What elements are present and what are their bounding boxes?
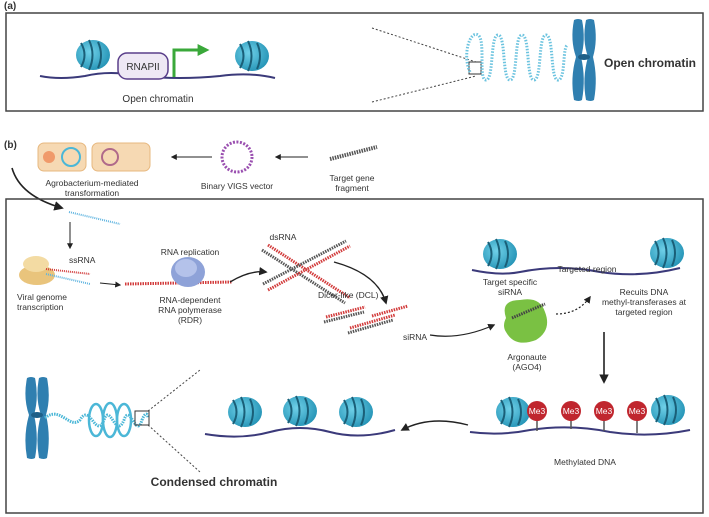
nucleosome-icon	[227, 396, 263, 428]
condensed-chromatin-label: Condensed chromatin	[151, 475, 278, 489]
sirna-fragment	[347, 318, 394, 335]
condensed-dna-line	[204, 427, 396, 438]
target-specific-label-2: siRNA	[498, 287, 522, 297]
target-gene-label-2: fragment	[335, 183, 369, 193]
dsrna-strand	[262, 239, 347, 286]
arrow	[555, 295, 591, 315]
nucleosome-icon	[234, 40, 270, 72]
binary-vector-icon	[220, 140, 254, 174]
ssrna-strand	[45, 268, 91, 275]
zoom-box	[468, 61, 482, 75]
transcription-arrow	[172, 44, 210, 77]
condensed-chromatin-fiber	[44, 412, 150, 428]
zoom-line	[371, 75, 477, 103]
arrow	[11, 167, 64, 211]
rdr-label-2: RNA polymerase	[158, 305, 222, 315]
me3-mark: Me3	[527, 401, 547, 431]
agro-cell-vector	[61, 147, 81, 167]
rdr-enzyme-icon	[175, 259, 197, 277]
agro-cell	[91, 142, 151, 172]
dicer-label: Dicer-like (DCL)	[318, 290, 379, 300]
svg-text:Me3: Me3	[629, 406, 646, 416]
arrow	[99, 281, 122, 288]
me3-mark: Me3	[627, 401, 647, 433]
nucleosome-icon	[649, 237, 685, 269]
sirna-label: siRNA	[403, 332, 427, 342]
zoom-line	[147, 369, 201, 412]
arrow	[400, 420, 469, 431]
targeted-region-label: Targeted region	[557, 264, 616, 274]
svg-text:Me3: Me3	[596, 406, 613, 416]
argonaute-sirna	[511, 302, 546, 320]
sirna-fragment	[323, 310, 365, 324]
nucleosome-icon	[282, 395, 318, 427]
ribosome-icon	[23, 256, 49, 272]
zoom-line	[147, 424, 201, 473]
agro-label: Agrobacterium-mediated	[45, 178, 138, 188]
recruits-label-2: methyl-transferases at	[602, 297, 687, 307]
ssrna-label: ssRNA	[69, 255, 96, 265]
rdr-label: RNA-dependent	[160, 295, 222, 305]
panel-b-frame	[5, 198, 704, 514]
nucleosome-icon	[650, 394, 686, 426]
methylated-dna-label: Methylated DNA	[554, 457, 616, 467]
agro-cell-nucleus	[43, 151, 55, 163]
condensed-coil	[87, 402, 105, 438]
binary-vector-label: Binary VIGS vector	[201, 181, 273, 191]
rnapii-label: RNAPII	[126, 62, 159, 73]
loose-chromatin-fiber	[465, 32, 570, 82]
dsrna-strand	[261, 248, 346, 305]
condensed-coil	[115, 402, 133, 438]
argonaute-label-2: (AGO4)	[512, 362, 541, 372]
nucleosome-icon	[482, 238, 518, 270]
me3-mark: Me3	[561, 401, 581, 429]
nucleosome-icon	[75, 39, 111, 71]
sirna-fragment	[371, 304, 409, 318]
me3-mark: Me3	[594, 401, 614, 431]
agro-cell-vector	[101, 148, 119, 166]
methylated-dna-line	[469, 426, 691, 436]
zoom-line	[371, 27, 477, 63]
rna-replication-label: RNA replication	[161, 247, 220, 257]
svg-text:Me3: Me3	[563, 406, 580, 416]
dsrna-strand	[267, 243, 351, 300]
targeted-region-dna	[471, 267, 681, 276]
svg-text:Me3: Me3	[529, 406, 546, 416]
sirna-fragment	[349, 313, 396, 330]
nucleosome-icon	[338, 396, 374, 428]
zoom-box	[134, 410, 150, 426]
rdr-label-3: (RDR)	[178, 315, 202, 325]
sirna-fragment	[325, 305, 366, 319]
rnapii-box	[117, 52, 169, 80]
dsrna-label: dsRNA	[270, 232, 297, 242]
agro-label-2: transformation	[65, 188, 120, 198]
target-gene-label: Target gene	[330, 173, 375, 183]
chromosome-icon	[572, 19, 596, 101]
argonaute-label: Argonaute	[507, 352, 546, 362]
arrow	[429, 324, 496, 337]
target-specific-label: Target specific	[483, 277, 538, 287]
nucleosome-icon	[495, 396, 531, 428]
viral-label-2: transcription	[17, 302, 64, 312]
recruits-label: Recuits DNA	[620, 287, 669, 297]
ssrna-strand	[45, 273, 91, 285]
panel-b-tag: (b)	[4, 140, 17, 151]
open-chromatin-title: Open chromatin	[604, 56, 696, 70]
panel-a-frame	[5, 12, 704, 112]
argonaute-icon	[504, 299, 548, 343]
viral-rna-strand	[68, 211, 121, 225]
panel-a-tag: (a)	[4, 1, 16, 12]
dsrna-strand	[267, 244, 351, 292]
arrow	[229, 267, 268, 283]
open-chromatin-caption: Open chromatin	[122, 94, 193, 105]
recruits-label-3: targeted region	[615, 307, 672, 317]
target-gene-fragment-icon	[329, 145, 378, 161]
condensed-coil	[101, 401, 119, 439]
arrow	[333, 261, 389, 305]
viral-label: Viral genome	[17, 292, 67, 302]
